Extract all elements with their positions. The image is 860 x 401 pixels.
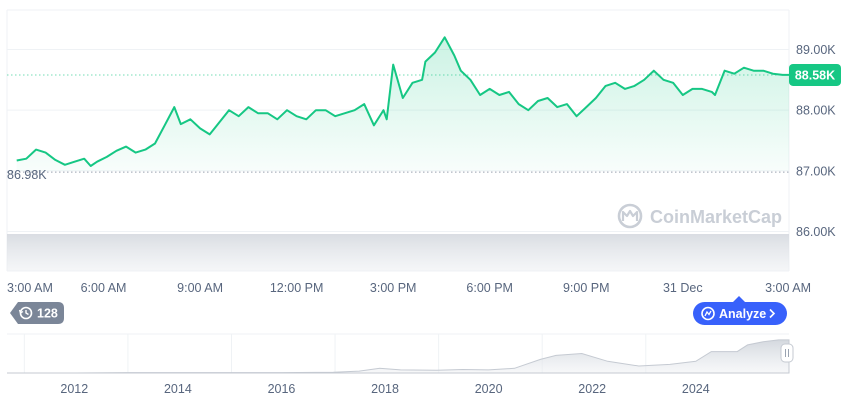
x-tick-label: 3:00 AM bbox=[765, 281, 811, 295]
x-tick-label: 31 Dec bbox=[663, 281, 703, 295]
y-tick-label: 89.00K bbox=[796, 43, 836, 57]
x-tick-label: 6:00 PM bbox=[466, 281, 513, 295]
navigator-tick-label: 2022 bbox=[578, 382, 606, 396]
analyze-sparkle-icon bbox=[701, 306, 715, 321]
x-tick-label: 9:00 PM bbox=[563, 281, 610, 295]
range-navigator[interactable]: 2012 2014 2016 2018 2020 2022 2024 bbox=[7, 333, 794, 396]
navigator-tick-label: 2016 bbox=[268, 382, 296, 396]
svg-text:88.58K: 88.58K bbox=[795, 68, 835, 82]
x-tick-label: 9:00 AM bbox=[177, 281, 223, 295]
chevron-right-icon bbox=[769, 308, 776, 319]
x-tick-label: 3:00 AM bbox=[7, 281, 53, 295]
y-tick-label: 88.00K bbox=[796, 104, 836, 118]
price-line bbox=[16, 36, 789, 167]
navigator-tick-label: 2012 bbox=[60, 382, 88, 396]
navigator-tick-label: 2014 bbox=[164, 382, 192, 396]
analyze-button[interactable]: Analyze bbox=[693, 296, 787, 325]
y-tick-label: 86.00K bbox=[796, 225, 836, 239]
analyze-label: Analyze bbox=[719, 307, 766, 321]
history-count: 128 bbox=[37, 307, 58, 321]
price-area bbox=[16, 37, 789, 171]
coinmarketcap-logo-icon bbox=[617, 203, 643, 229]
navigator-tick-label: 2024 bbox=[682, 382, 710, 396]
volume-band bbox=[7, 234, 789, 271]
navigator-handle[interactable] bbox=[780, 343, 794, 363]
x-axis: 3:00 AM 6:00 AM 9:00 AM 12:00 PM 3:00 PM 6:00… bbox=[7, 281, 811, 295]
navigator-tick-label: 2018 bbox=[371, 382, 399, 396]
navigator-tick-label: 2020 bbox=[475, 382, 503, 396]
current-price-badge: 88.58K bbox=[789, 63, 841, 86]
low-price-label: 86.98K bbox=[7, 168, 47, 182]
x-tick-label: 12:00 PM bbox=[270, 281, 324, 295]
y-tick-label: 87.00K bbox=[796, 164, 836, 178]
svg-text:CoinMarketCap: CoinMarketCap bbox=[650, 207, 782, 227]
y-axis: 89.00K 88.00K 87.00K 86.00K bbox=[796, 43, 836, 239]
history-badge[interactable]: 128 bbox=[10, 302, 64, 324]
navigator-x-axis: 2012 2014 2016 2018 2020 2022 2024 bbox=[60, 382, 709, 396]
watermark: CoinMarketCap bbox=[617, 203, 782, 229]
x-tick-label: 6:00 AM bbox=[81, 281, 127, 295]
x-tick-label: 3:00 PM bbox=[370, 281, 417, 295]
navigator-area bbox=[7, 339, 790, 374]
history-clock-icon bbox=[18, 306, 33, 320]
